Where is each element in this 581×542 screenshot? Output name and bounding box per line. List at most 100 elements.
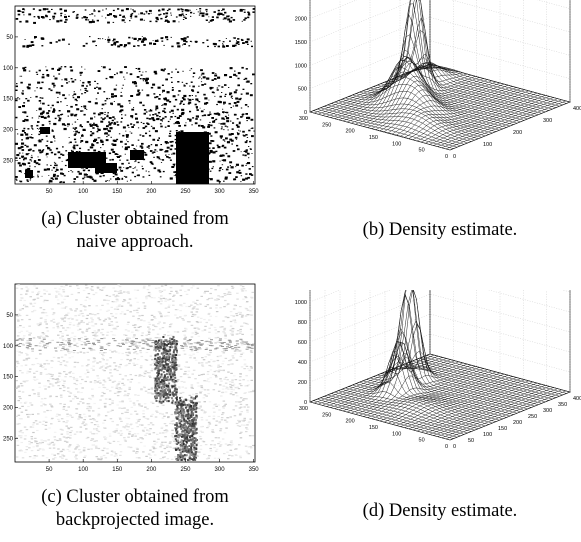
pixel (248, 157, 250, 159)
pixel (92, 369, 95, 371)
pixel (182, 330, 185, 332)
pixel (210, 339, 213, 341)
pixel (221, 117, 225, 120)
pixel (32, 431, 35, 434)
pixel (162, 340, 165, 343)
pixel (46, 443, 50, 445)
pixel (22, 105, 25, 108)
pixel (167, 400, 170, 403)
pixel (50, 423, 53, 425)
pixel (234, 392, 238, 394)
pixel (168, 445, 171, 448)
panel-a-x-ticks: 50 100 150 200 250 300 350 (46, 181, 259, 195)
pixel (167, 311, 170, 313)
pixel (31, 137, 34, 139)
pixel (232, 308, 236, 310)
left-tick-label: 150 (369, 135, 378, 141)
pixel (50, 418, 54, 420)
pixel (44, 368, 47, 370)
pixel (177, 436, 180, 439)
pixel (192, 436, 194, 439)
pixel (116, 384, 119, 386)
pixel (140, 121, 143, 123)
pixel (209, 447, 212, 450)
pixel (170, 144, 174, 147)
pixel (54, 177, 58, 180)
pixel (19, 308, 22, 310)
pixel (123, 167, 125, 168)
pixel (153, 345, 157, 347)
pixel (57, 334, 60, 336)
pixel (194, 103, 197, 106)
pixel (120, 121, 123, 123)
pixel (185, 293, 189, 295)
pixel (92, 144, 95, 147)
pixel (36, 124, 39, 127)
pixel (22, 380, 26, 382)
pixel (148, 331, 151, 334)
pixel (159, 392, 162, 395)
pixel (137, 161, 140, 164)
pixel (242, 88, 245, 90)
pixel (208, 99, 210, 101)
pixel (183, 403, 186, 406)
pixel (61, 113, 64, 115)
pixel (230, 16, 233, 19)
pixel (143, 19, 145, 21)
pixel (117, 178, 121, 181)
pixel (165, 393, 168, 395)
pixel (148, 293, 152, 295)
pixel (149, 337, 152, 339)
pixel (123, 427, 127, 429)
pixel (32, 446, 35, 448)
pixel (191, 438, 194, 441)
pixel (207, 114, 210, 116)
pixel (141, 142, 144, 145)
pixel (97, 407, 101, 409)
pixel (213, 411, 216, 413)
pixel (252, 73, 255, 76)
pixel (211, 429, 214, 431)
pixel (51, 339, 54, 341)
pixel (138, 374, 142, 376)
pixel (61, 302, 64, 304)
pixel (249, 446, 252, 448)
pixel (224, 334, 227, 336)
pixel (232, 385, 236, 387)
pixel (73, 93, 77, 96)
pixel (171, 342, 174, 345)
pixel (81, 93, 83, 95)
pixel (239, 330, 242, 332)
pixel (32, 150, 35, 152)
pixel (124, 17, 126, 19)
pixel (163, 423, 167, 425)
pixel (159, 298, 163, 300)
pixel (173, 171, 176, 173)
pixel (152, 119, 156, 122)
pixel (204, 83, 207, 85)
pixel (30, 97, 32, 98)
pixel (64, 329, 68, 331)
pixel (82, 402, 85, 404)
pixel (200, 81, 203, 83)
pixel (147, 430, 151, 432)
pixel (70, 170, 72, 171)
pixel (144, 406, 147, 408)
pixel (19, 370, 22, 372)
pixel (214, 348, 218, 350)
pixel (190, 304, 193, 306)
pixel (185, 420, 188, 423)
pixel (185, 421, 188, 424)
pixel (175, 340, 178, 342)
pixel (131, 341, 135, 343)
pixel (143, 403, 147, 405)
pixel (38, 336, 41, 338)
pixel (106, 303, 110, 305)
pixel (246, 424, 249, 426)
pixel (94, 123, 98, 127)
pixel (202, 397, 206, 399)
pixel (153, 369, 157, 371)
pixel (233, 350, 237, 352)
pixel (183, 381, 186, 383)
pixel (38, 421, 42, 423)
